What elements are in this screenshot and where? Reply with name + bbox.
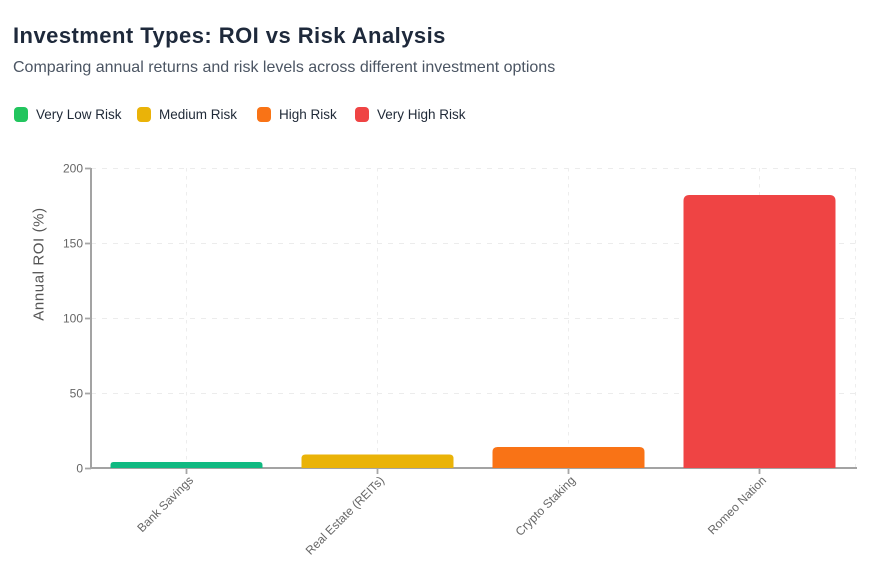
svg-text:100: 100 (63, 312, 83, 326)
svg-text:Romeo Nation: Romeo Nation (705, 473, 769, 537)
svg-text:0: 0 (76, 462, 83, 476)
svg-text:Crypto Staking: Crypto Staking (513, 473, 579, 539)
svg-text:Real Estate (REITs): Real Estate (REITs) (303, 473, 387, 557)
svg-text:Bank Savings: Bank Savings (134, 473, 196, 535)
svg-text:50: 50 (70, 387, 84, 401)
svg-text:200: 200 (63, 162, 83, 176)
svg-text:Annual ROI (%): Annual ROI (%) (31, 207, 48, 320)
svg-text:150: 150 (63, 237, 83, 251)
